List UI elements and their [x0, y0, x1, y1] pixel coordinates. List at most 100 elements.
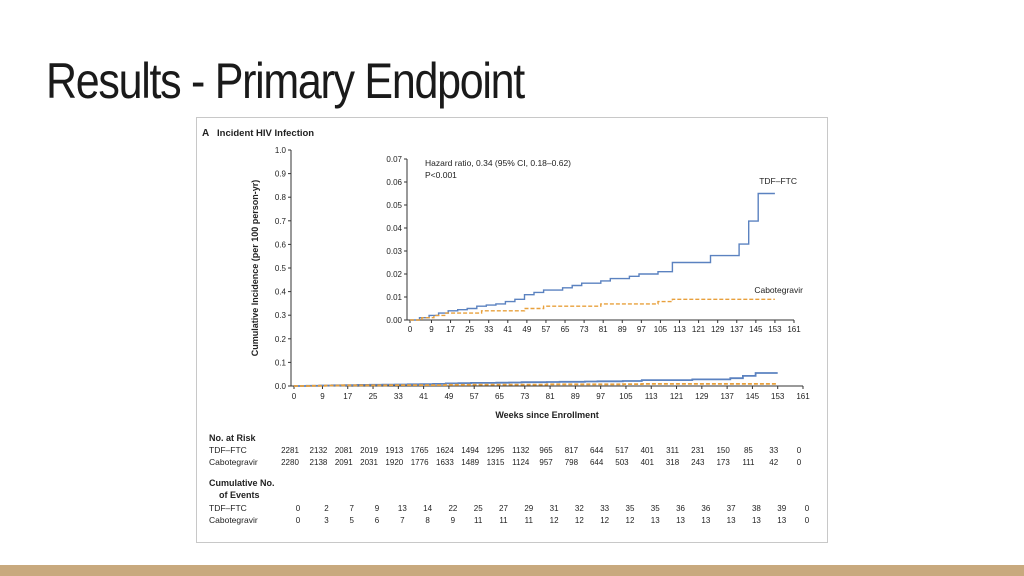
risk-value-cell: 173: [716, 458, 730, 467]
events-value-cell: 11: [474, 516, 483, 525]
risk-value-cell: 2138: [310, 458, 328, 467]
inset-x-tick-label: 33: [484, 325, 493, 334]
events-table-header-line1: Cumulative No.: [209, 478, 275, 488]
events-values: 0 2 7 9 13 14 22 25 27 29 31 32 33 35 35 36 36 37 38 39 00 3 5…: [296, 504, 810, 525]
risk-value-cell: 2281: [281, 446, 299, 455]
main-y-tick-label: 0.9: [275, 170, 287, 179]
risk-value-cell: 1132: [512, 446, 530, 455]
risk-value-cell: 2280: [281, 458, 299, 467]
risk-value-cell: 401: [641, 446, 655, 455]
inset-x-tick-label: 81: [599, 325, 608, 334]
bottom-accent-bar: [0, 565, 1024, 576]
events-value-cell: 0: [805, 516, 810, 525]
events-value-cell: 35: [626, 504, 635, 513]
inset-x-tick-label: 0: [408, 325, 413, 334]
events-value-cell: 36: [676, 504, 685, 513]
events-value-cell: 36: [701, 504, 710, 513]
inset-y-tick-label: 0.02: [386, 270, 402, 279]
risk-value-cell: 1776: [411, 458, 429, 467]
main-x-tick-label: 105: [619, 392, 633, 401]
risk-value-cell: 231: [691, 446, 705, 455]
km-figure: A Incident HIV Infection Cumulative Inci…: [202, 128, 810, 525]
risk-values: 2281 2132 2081 2019 1913 1765 1624 1494 1295 1132…: [281, 446, 802, 467]
risk-value-cell: 111: [742, 458, 755, 467]
figure-panel: A Incident HIV Infection Cumulative Inci…: [196, 117, 828, 543]
risk-value-cell: 1315: [487, 458, 505, 467]
main-y-tick-label: 0.6: [275, 240, 287, 249]
main-x-tick-label: 17: [343, 392, 352, 401]
events-value-cell: 12: [550, 516, 559, 525]
events-value-cell: 13: [727, 516, 736, 525]
inset-x-tick-label: 105: [654, 325, 668, 334]
events-value-cell: 14: [423, 504, 432, 513]
inset-y-tick-label: 0.01: [386, 293, 402, 302]
inset-axes: 0 9 17 25 33 41 49 57 65 73 81 89 97 105 113 121 129 137 1…: [386, 155, 801, 334]
events-table-header-line2: of Events: [219, 490, 260, 500]
inset-x-tick-label: 25: [465, 325, 474, 334]
y-axis-label: Cumulative Incidence (per 100 person-yr): [250, 180, 260, 357]
main-y-tick-label: 0.3: [275, 311, 287, 320]
main-x-tick-label: 57: [470, 392, 479, 401]
events-value-cell: 7: [400, 516, 405, 525]
inset-x-tick-label: 49: [522, 325, 531, 334]
risk-value-cell: 1489: [461, 458, 479, 467]
events-value-cell: 27: [499, 504, 508, 513]
inset-x-tick-label: 113: [673, 325, 686, 334]
inset-y-tick-label: 0.06: [386, 178, 402, 187]
events-value-cell: 33: [600, 504, 609, 513]
main-x-tick-label: 25: [369, 392, 378, 401]
risk-value-cell: 798: [565, 458, 579, 467]
events-value-cell: 0: [805, 504, 810, 513]
main-axes: 0 9 17 25 33 41 49 57 65 73 81 89 97 105 113 121 129 137 1…: [275, 146, 810, 401]
events-value-cell: 6: [375, 516, 380, 525]
risk-value-cell: 817: [565, 446, 579, 455]
events-value-cell: 9: [375, 504, 380, 513]
events-row-label-cab: Cabotegravir: [209, 515, 258, 525]
risk-value-cell: 2081: [335, 446, 353, 455]
risk-value-cell: 517: [615, 446, 629, 455]
inset-curve-cabotegravir: [410, 298, 775, 321]
inset-x-tick-label: 129: [711, 325, 725, 334]
inset-x-tick-label: 41: [503, 325, 512, 334]
risk-value-cell: 1295: [487, 446, 505, 455]
events-value-cell: 38: [752, 504, 761, 513]
events-value-cell: 5: [350, 516, 355, 525]
risk-value-cell: 85: [744, 446, 753, 455]
main-x-tick-label: 145: [746, 392, 760, 401]
inset-y-tick-label: 0.03: [386, 247, 402, 256]
main-y-tick-label: 0.1: [275, 358, 287, 367]
events-value-cell: 25: [474, 504, 483, 513]
risk-value-cell: 2091: [335, 458, 353, 467]
risk-value-cell: 965: [539, 446, 553, 455]
main-x-tick-label: 121: [670, 392, 684, 401]
risk-value-cell: 1633: [436, 458, 454, 467]
main-x-tick-label: 41: [419, 392, 428, 401]
risk-value-cell: 0: [797, 458, 802, 467]
panel-letter: A: [202, 128, 209, 139]
main-x-tick-label: 113: [645, 392, 658, 401]
risk-value-cell: 33: [769, 446, 778, 455]
tdf-ftc-curve-label: TDF–FTC: [759, 176, 797, 186]
events-value-cell: 11: [499, 516, 508, 525]
events-row-label-tdf: TDF–FTC: [209, 503, 247, 513]
x-axis-label: Weeks since Enrollment: [495, 410, 598, 420]
inset-x-tick-label: 145: [749, 325, 763, 334]
main-x-tick-label: 137: [720, 392, 734, 401]
panel-title: Incident HIV Infection: [217, 128, 314, 139]
inset-x-tick-label: 137: [730, 325, 744, 334]
inset-y-tick-label: 0.00: [386, 316, 402, 325]
events-value-cell: 13: [676, 516, 685, 525]
events-value-cell: 39: [777, 504, 786, 513]
events-value-cell: 13: [752, 516, 761, 525]
main-x-tick-label: 0: [292, 392, 297, 401]
events-value-cell: 7: [350, 504, 355, 513]
risk-value-cell: 150: [716, 446, 730, 455]
main-y-tick-label: 0.8: [275, 193, 287, 202]
risk-value-cell: 1920: [385, 458, 403, 467]
inset-x-tick-label: 9: [429, 325, 434, 334]
events-value-cell: 12: [626, 516, 635, 525]
inset-x-tick-label: 17: [446, 325, 455, 334]
risk-value-cell: 243: [691, 458, 705, 467]
main-x-tick-label: 73: [520, 392, 529, 401]
cabotegravir-curve-label: Cabotegravir: [754, 285, 803, 295]
